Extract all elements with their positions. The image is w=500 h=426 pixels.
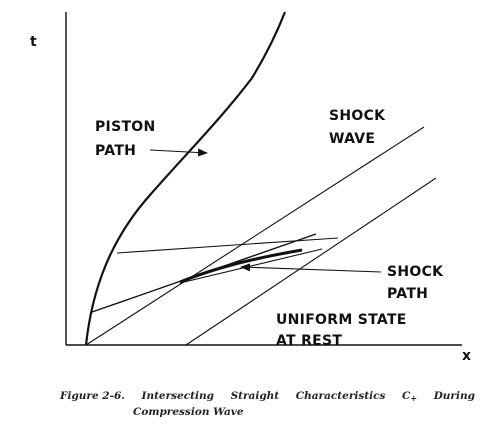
caption-line-2: Compression Wave [133,406,244,418]
uniform-state-label-line2: AT REST [276,333,342,349]
uniform-state-label-line1: UNIFORM STATE [276,312,407,328]
caption-word-characteristics: Characteristics [295,390,386,402]
caption-word-during: During [433,390,475,402]
caption-line-1: Figure 2-6. Intersecting Straight Charac… [60,389,475,405]
caption-symbol-c-plus: C+ [402,389,417,405]
shock-path-label-line2: PATH [387,286,428,302]
characteristic-line-1 [85,126,425,346]
shock-wave-label-line1: SHOCK [329,108,386,124]
caption-word-straight: Straight [230,390,280,402]
caption-symbol-c: C [402,390,411,402]
shock-path-label-line1: SHOCK [387,264,444,280]
x-axis-label: x [462,348,471,364]
piston-arrow [149,148,208,157]
shock-wave-label-line2: WAVE [329,131,375,147]
caption-word-intersecting: Intersecting [141,390,214,402]
piston-label-line1: PISTON [95,119,156,135]
shock-path-arrow [240,263,382,273]
caption-symbol-plus: + [410,393,418,403]
piston-label-line2: PATH [95,143,136,159]
t-axis-label: t [30,34,37,50]
characteristic-line-5 [179,248,323,284]
caption-figure-number: Figure 2-6. [60,390,125,402]
piston-path-curve [84,11,287,346]
shock-path-curve [179,248,303,284]
characteristic-line-2 [185,177,437,346]
figure-caption: Figure 2-6. Intersecting Straight Charac… [60,389,475,419]
characteristic-line-3 [116,237,339,254]
